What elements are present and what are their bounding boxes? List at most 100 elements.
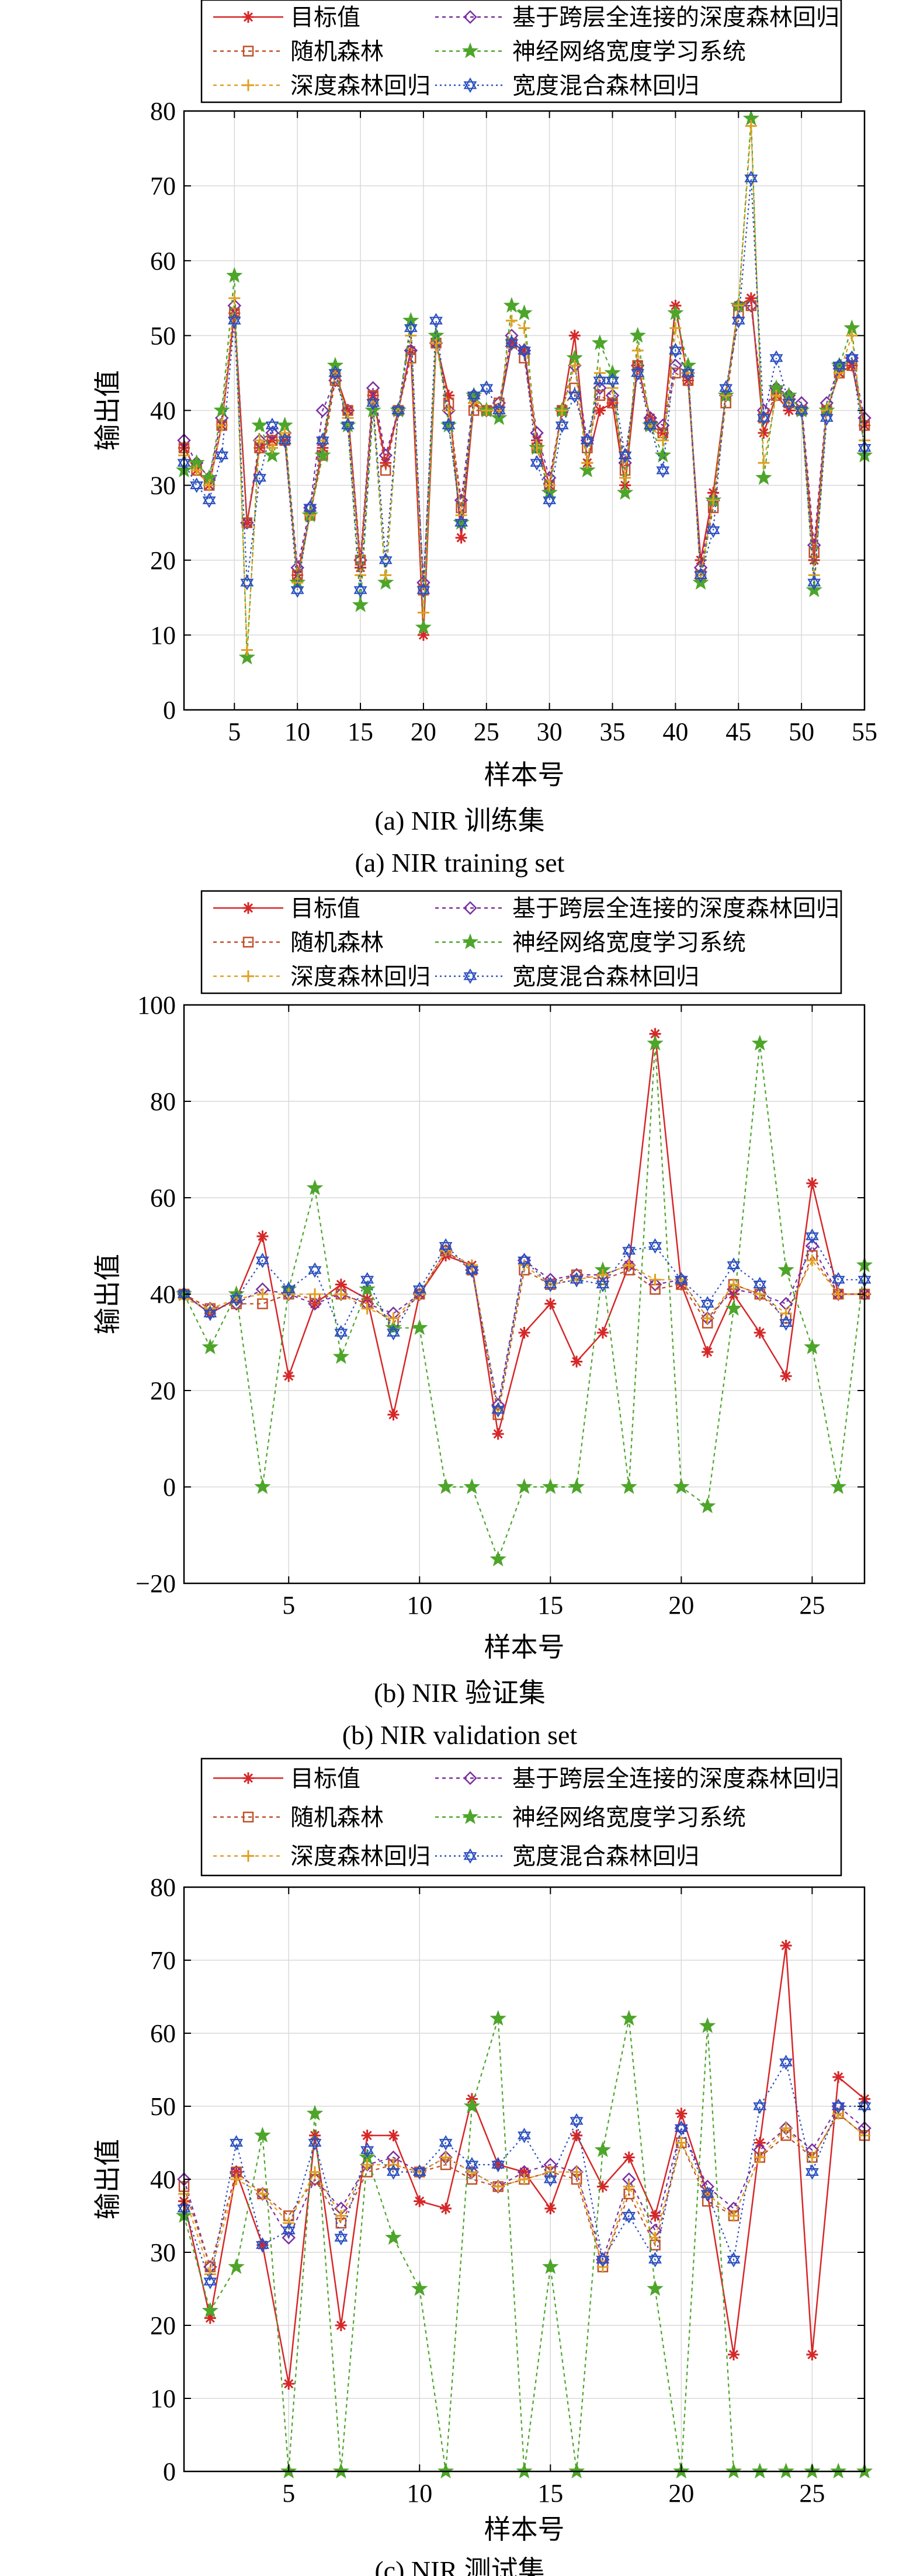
- data-point-s5-2: [203, 2273, 217, 2290]
- legend-marker-0: [242, 1772, 254, 1784]
- data-point-s3-36: [616, 484, 634, 500]
- data-point-s5-7: [252, 470, 266, 486]
- data-point-s0-25: [806, 1177, 818, 1190]
- data-point-s2-46: [745, 300, 757, 311]
- x-tick-label: 20: [411, 717, 436, 746]
- legend-marker-1: [463, 10, 477, 24]
- legend-label: 宽度混合森林回归: [512, 963, 699, 990]
- data-point-s5-34: [593, 373, 607, 389]
- legend-item-1: 基于跨层全连接的深度森林回归: [435, 4, 839, 30]
- data-point-s4-18: [623, 1259, 635, 1271]
- data-point-s2-27: [506, 337, 518, 349]
- data-point-s5-16: [570, 2113, 584, 2129]
- legend-item-3: 神经网络宽度学习系统: [435, 1804, 746, 1830]
- legend-marker-1: [463, 901, 477, 915]
- legend-marker-5: [463, 1848, 477, 1864]
- legend-label: 目标值: [290, 4, 360, 30]
- legend-marker-3: [461, 933, 479, 949]
- y-tick-label: 80: [150, 1087, 176, 1116]
- data-point-s0-25: [806, 2349, 818, 2360]
- data-point-s5-24: [467, 387, 481, 404]
- data-point-s5-52: [820, 410, 834, 426]
- y-axis-label: 输出值: [93, 2139, 123, 2220]
- data-point-s4-6: [309, 2166, 321, 2178]
- data-point-s0-26: [832, 2071, 845, 2083]
- data-point-s4-19: [649, 1274, 661, 1286]
- data-point-s5-14: [518, 2127, 531, 2144]
- data-point-s1-19: [648, 1277, 662, 1292]
- y-tick-label: 10: [150, 621, 176, 650]
- y-tick-label: 30: [150, 471, 176, 500]
- y-tick-label: 70: [150, 172, 176, 200]
- data-point-s2-19: [405, 352, 416, 364]
- legend-label: 基于跨层全连接的深度森林回归: [512, 1765, 839, 1791]
- data-point-s3-23: [751, 1035, 768, 1051]
- data-point-s3-8: [263, 446, 281, 463]
- x-tick-label: 20: [668, 2479, 694, 2508]
- data-point-s5-25: [805, 2164, 819, 2180]
- y-tick-label: 30: [150, 2238, 176, 2267]
- data-point-s1-35: [605, 389, 620, 403]
- data-point-s4-21: [702, 1312, 714, 1325]
- data-point-s5-25: [805, 1228, 819, 1244]
- data-point-s0-18: [623, 2151, 635, 2164]
- data-point-s4-6: [241, 644, 253, 656]
- y-tick-label: 20: [150, 2311, 176, 2340]
- data-point-s4-16: [571, 2166, 583, 2178]
- data-point-s5-46: [744, 171, 758, 186]
- data-point-s5-23: [753, 2098, 767, 2114]
- data-point-s5-29: [530, 455, 544, 471]
- data-point-s3-15: [542, 2258, 559, 2275]
- x-tick-label: 10: [407, 1591, 432, 1620]
- data-point-s5-20: [674, 2120, 688, 2136]
- y-tick-label: −20: [136, 1569, 176, 1598]
- data-point-s5-47: [756, 410, 770, 426]
- legend-item-5: 宽度混合森林回归: [435, 72, 699, 99]
- data-point-s1-27: [505, 328, 519, 343]
- data-point-s4-6: [309, 1288, 321, 1300]
- data-point-s4-45: [732, 300, 745, 312]
- legend-label: 宽度混合森林回归: [512, 72, 699, 99]
- data-point-s4-13: [492, 2180, 504, 2193]
- data-point-s5-26: [831, 2098, 845, 2114]
- legend-label: 深度森林回归: [290, 72, 431, 99]
- y-axis-label: 输出值: [93, 1254, 123, 1334]
- data-point-s5-23: [454, 515, 468, 531]
- data-point-s4-21: [430, 337, 442, 349]
- data-point-s5-19: [648, 2252, 662, 2268]
- data-point-s5-12: [465, 1262, 479, 1278]
- data-point-s4-2: [190, 464, 203, 476]
- data-point-s5-7: [334, 2230, 348, 2246]
- data-point-s4-17: [380, 569, 392, 581]
- data-point-s5-8: [360, 2142, 374, 2158]
- data-point-s4-4: [256, 2188, 269, 2200]
- data-point-s5-17: [596, 1277, 610, 1292]
- data-point-s5-28: [518, 342, 531, 359]
- data-point-s4-14: [518, 1259, 530, 1271]
- legend-item-2: 随机森林: [213, 1804, 384, 1830]
- y-tick-label: 0: [163, 2457, 176, 2486]
- data-point-s3-7: [251, 417, 268, 433]
- legend-label: 随机森林: [290, 1804, 384, 1830]
- legend-label: 深度森林回归: [290, 963, 431, 990]
- data-point-s3-33: [579, 462, 596, 478]
- data-point-s0-47: [758, 427, 770, 439]
- data-point-s5-22: [727, 1257, 741, 1273]
- legend-label: 随机森林: [290, 930, 384, 956]
- data-point-s3-12: [463, 1478, 481, 1495]
- data-point-s3-16: [568, 1478, 585, 1495]
- data-point-s4-46: [745, 120, 757, 132]
- data-point-s3-4: [254, 1478, 271, 1495]
- data-point-s5-10: [412, 2164, 426, 2180]
- data-point-s0-4: [256, 2239, 269, 2251]
- data-point-s0-16: [571, 1355, 583, 1368]
- data-point-s5-3: [230, 1291, 244, 1307]
- series-line-3: [183, 1043, 866, 1562]
- series-0: [178, 1940, 870, 2390]
- data-point-s4-47: [758, 457, 770, 469]
- data-point-s0-10: [414, 2195, 426, 2207]
- data-point-s1-39: [656, 418, 670, 432]
- legend-box: [200, 0, 842, 103]
- data-point-s1-5: [282, 2231, 296, 2245]
- data-point-s5-22: [442, 417, 456, 434]
